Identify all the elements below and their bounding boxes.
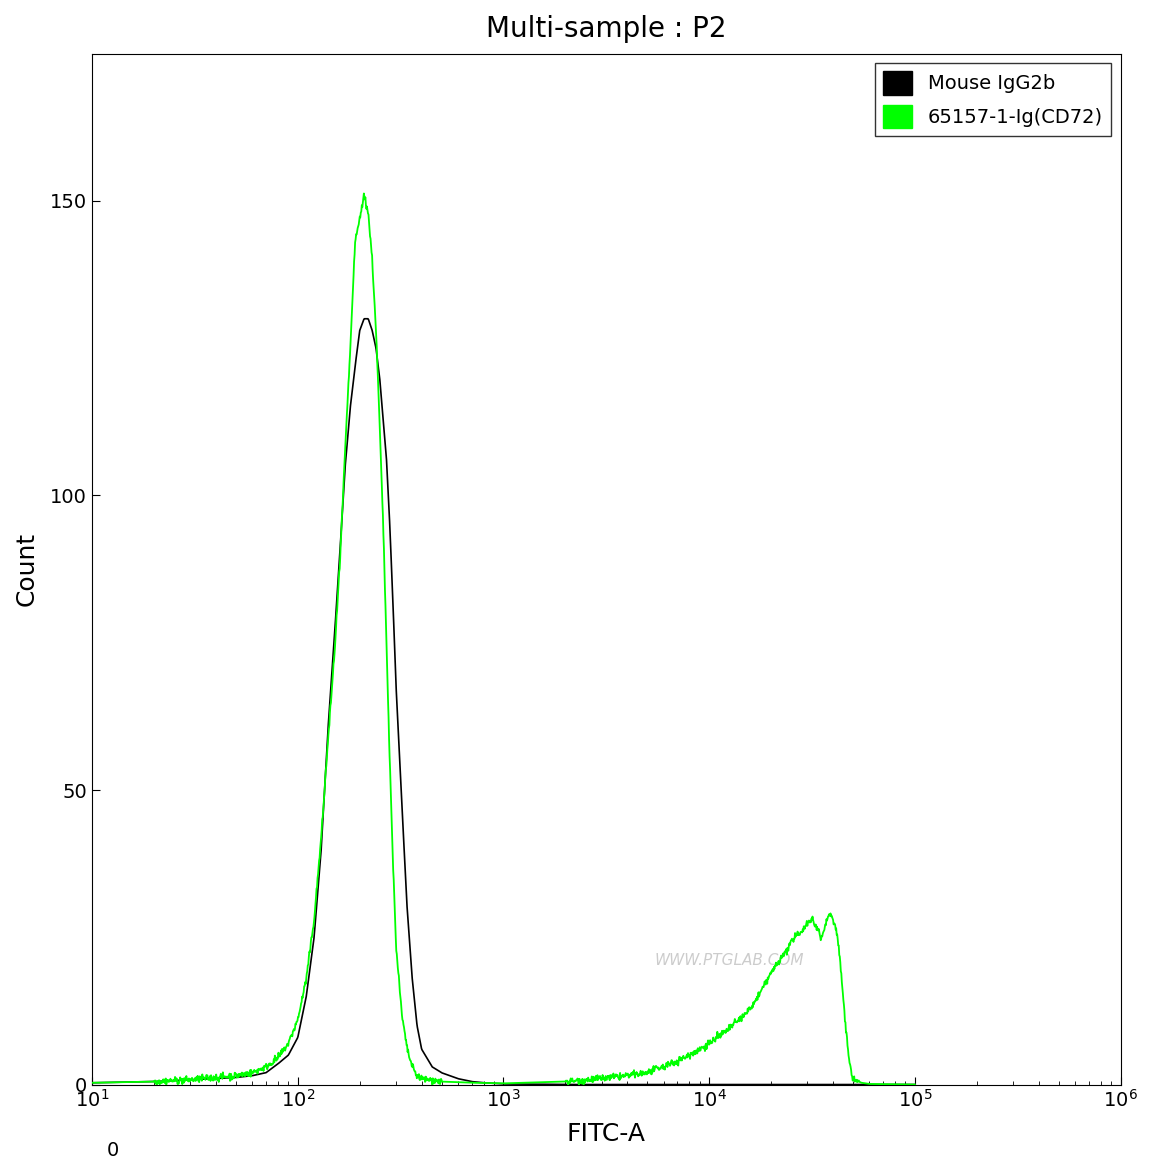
Legend: Mouse IgG2b, 65157-1-Ig(CD72): Mouse IgG2b, 65157-1-Ig(CD72) [875, 63, 1110, 137]
Title: Multi-sample : P2: Multi-sample : P2 [487, 15, 726, 43]
Text: 0: 0 [106, 1141, 119, 1160]
X-axis label: FITC-A: FITC-A [567, 1122, 646, 1147]
Y-axis label: Count: Count [15, 533, 39, 606]
Text: WWW.PTGLAB.COM: WWW.PTGLAB.COM [655, 953, 805, 968]
